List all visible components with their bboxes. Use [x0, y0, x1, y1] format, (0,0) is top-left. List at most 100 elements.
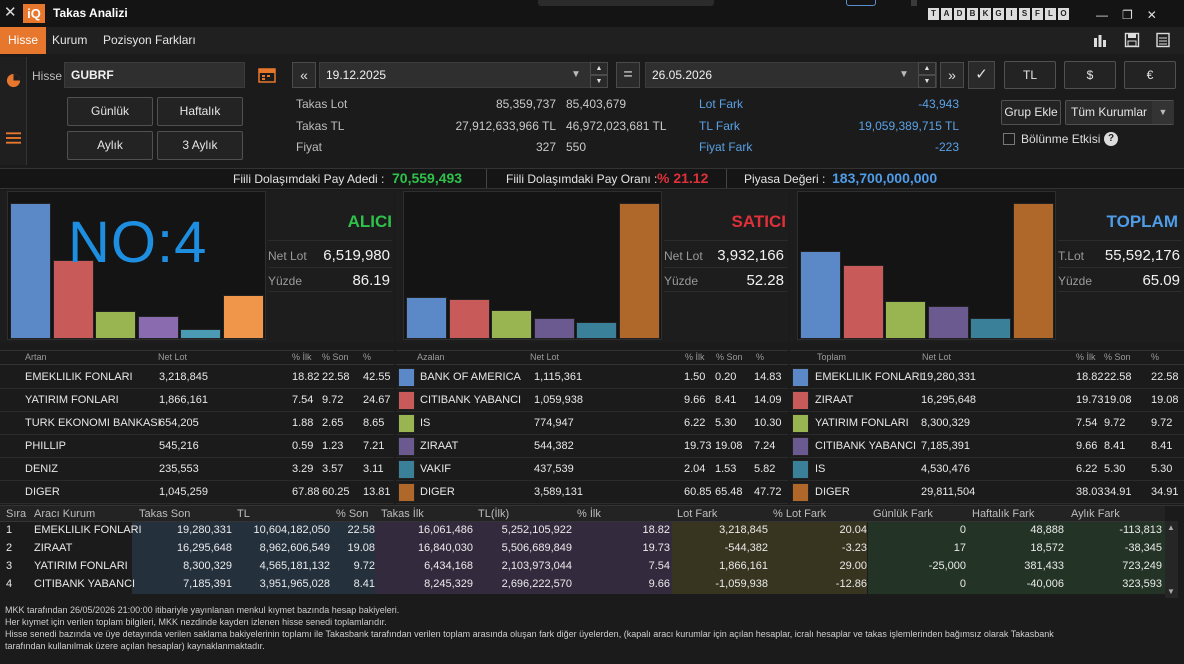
- letter-filter-l[interactable]: L: [1045, 8, 1056, 20]
- cell-value: 8,300,329: [921, 417, 970, 429]
- table-row[interactable]: YATIRIM FONLARI 8,300,329 7.54 9.72 9.72: [790, 412, 1184, 435]
- scroll-down-icon[interactable]: ▼: [1167, 587, 1175, 596]
- currency-usd-button[interactable]: $: [1064, 61, 1116, 89]
- column-header[interactable]: Takas Son: [139, 508, 191, 520]
- table-row[interactable]: YATIRIM FONLARI 1,866,161 7.54 9.72 24.67: [0, 389, 394, 412]
- table-row[interactable]: ZIRAAT 544,382 19.73 19.08 7.24: [396, 435, 788, 458]
- close-icon[interactable]: ✕: [4, 4, 17, 21]
- period-gunluk-button[interactable]: Günlük: [67, 97, 153, 126]
- grup-ekle-button[interactable]: Grup Ekle: [1001, 100, 1061, 125]
- table-row[interactable]: ZIRAAT 16,295,648 19.73 19.08 19.08: [790, 389, 1184, 412]
- calendar-icon[interactable]: [258, 66, 276, 83]
- table-row[interactable]: 2 ZIRAAT 16,295,648 8,962,606,549 19.08 16,84…: [0, 540, 1165, 558]
- cell-value: 7.54: [1076, 417, 1098, 429]
- date-to-down-icon[interactable]: ▼: [918, 75, 936, 88]
- cell-value: 1,866,161: [719, 560, 768, 572]
- scroll-up-icon[interactable]: ▲: [1167, 523, 1175, 532]
- hisse-input[interactable]: GUBRF: [64, 62, 245, 88]
- next-double-chevron-icon[interactable]: »: [940, 62, 964, 88]
- column-header[interactable]: % Lot Fark: [773, 508, 827, 520]
- column-header[interactable]: Sıra: [6, 508, 27, 520]
- letter-filter-i[interactable]: I: [1006, 8, 1017, 20]
- date-to-input[interactable]: 26.05.2026: [645, 62, 937, 88]
- table-row[interactable]: TURK EKONOMI BANKASI 654,205 1.88 2.65 8.65: [0, 412, 394, 435]
- column-header[interactable]: Lot Fark: [677, 508, 718, 520]
- date-from-input[interactable]: 19.12.2025: [319, 62, 608, 88]
- date-from-up-icon[interactable]: ▲: [590, 62, 608, 75]
- save-icon[interactable]: [1124, 32, 1140, 48]
- letter-filter-t[interactable]: T: [928, 8, 939, 20]
- table-row[interactable]: IS 774,947 6.22 5.30 10.30: [396, 412, 788, 435]
- table-row[interactable]: CITIBANK YABANCI 7,185,391 9.66 8.41 8.41: [790, 435, 1184, 458]
- table-row[interactable]: 4 CITIBANK YABANCI 7,185,391 3,951,965,028 8…: [0, 576, 1165, 594]
- date-from-dropdown-icon[interactable]: ▼: [571, 69, 581, 80]
- apply-check-icon[interactable]: ✓: [968, 61, 995, 89]
- column-header[interactable]: Aracı Kurum: [34, 508, 96, 520]
- table-row[interactable]: EMEKLILIK FONLARI 19,280,331 18.82 22.58 22.…: [790, 366, 1184, 389]
- equal-button[interactable]: =: [616, 62, 640, 88]
- letter-filter-o[interactable]: O: [1058, 8, 1069, 20]
- table-row[interactable]: PHILLIP 545,216 0.59 1.23 7.21: [0, 435, 394, 458]
- table-row[interactable]: EMEKLILIK FONLARI 3,218,845 18.82 22.58 42.5…: [0, 366, 394, 389]
- date-to-up-icon[interactable]: ▲: [918, 62, 936, 75]
- currency-tl-button[interactable]: TL: [1004, 61, 1056, 89]
- table-row[interactable]: VAKIF 437,539 2.04 1.53 5.82: [396, 458, 788, 481]
- date-to-dropdown-icon[interactable]: ▼: [899, 69, 909, 80]
- cell-value: 24.67: [363, 394, 391, 406]
- letter-filter-g[interactable]: G: [993, 8, 1004, 20]
- currency-eur-button[interactable]: €: [1124, 61, 1176, 89]
- table-row[interactable]: DIGER 3,589,131 60.85 65.48 47.72: [396, 481, 788, 504]
- letter-filter-b[interactable]: B: [967, 8, 978, 20]
- cell-value: 6.22: [684, 417, 706, 429]
- chart-view-icon[interactable]: [1092, 32, 1108, 48]
- cell-value: -544,382: [724, 542, 768, 554]
- cell-value: 1.53: [715, 463, 737, 475]
- period-haftalik-button[interactable]: Haftalık: [157, 97, 243, 126]
- letter-filter-k[interactable]: K: [980, 8, 991, 20]
- column-header[interactable]: Haftalık Fark: [972, 508, 1035, 520]
- hamburger-menu-icon[interactable]: [6, 131, 21, 145]
- maximize-icon[interactable]: ❐: [1122, 8, 1133, 22]
- broker-name: IS: [815, 463, 826, 475]
- menu-hisse[interactable]: Hisse: [0, 27, 47, 54]
- column-header[interactable]: TL(İlk): [478, 508, 510, 520]
- cell-value: 4,565,181,132: [259, 560, 330, 572]
- menu-bar: Hisse Kurum Pozisyon Farkları: [0, 27, 1184, 54]
- letter-filter-f[interactable]: F: [1032, 8, 1043, 20]
- table-row[interactable]: DIGER 1,045,259 67.88 60.25 13.81: [0, 481, 394, 504]
- bolunme-checkbox[interactable]: [1003, 133, 1015, 145]
- table-row[interactable]: BANK OF AMERICA 1,115,361 1.50 0.20 14.83: [396, 366, 788, 389]
- column-header[interactable]: % Son: [336, 508, 369, 520]
- table-row[interactable]: DIGER 29,811,504 38.03 34.91 34.91: [790, 481, 1184, 504]
- menu-kurum[interactable]: Kurum: [52, 33, 88, 47]
- menu-pozisyon-farklari[interactable]: Pozisyon Farkları: [103, 33, 196, 47]
- column-header[interactable]: % İlk: [577, 508, 601, 520]
- period-3-aylik-button[interactable]: 3 Aylık: [157, 131, 243, 160]
- column-header[interactable]: TL: [237, 508, 250, 520]
- cell-value: 2,103,973,044: [501, 560, 572, 572]
- column-header[interactable]: Günlük Fark: [873, 508, 933, 520]
- column-header[interactable]: Takas İlk: [381, 508, 424, 520]
- bar-diger: [1012, 203, 1054, 339]
- minimize-icon[interactable]: —: [1096, 8, 1108, 22]
- date-from-down-icon[interactable]: ▼: [590, 75, 608, 88]
- table-row[interactable]: CITIBANK YABANCI 1,059,938 9.66 8.41 14.09: [396, 389, 788, 412]
- excel-export-icon[interactable]: [1155, 32, 1171, 48]
- table-row[interactable]: 1 EMEKLILIK FONLARI 19,280,331 10,604,182,0…: [0, 522, 1165, 540]
- prev-double-chevron-icon[interactable]: «: [292, 62, 316, 88]
- bar-chart-satici: [403, 191, 662, 340]
- window-close-icon[interactable]: ✕: [1146, 8, 1157, 22]
- period-aylik-button[interactable]: Aylık: [67, 131, 153, 160]
- cell-value: 34.91: [1104, 486, 1132, 498]
- table-row[interactable]: IS 4,530,476 6.22 5.30 5.30: [790, 458, 1184, 481]
- letter-filter-d[interactable]: D: [954, 8, 965, 20]
- letter-filter-s[interactable]: S: [1019, 8, 1030, 20]
- table-row[interactable]: 3 YATIRIM FONLARI 8,300,329 4,565,181,132 9.…: [0, 558, 1165, 576]
- kurumlar-dropdown-icon[interactable]: ▼: [1152, 101, 1174, 124]
- help-icon[interactable]: ?: [1104, 132, 1118, 146]
- table-row[interactable]: DENIZ 235,553 3.29 3.57 3.11: [0, 458, 394, 481]
- column-header[interactable]: Aylık Fark: [1071, 508, 1120, 520]
- pie-chart-icon[interactable]: [6, 73, 21, 88]
- vertical-scrollbar[interactable]: ▲ ▼: [1165, 521, 1178, 598]
- letter-filter-a[interactable]: A: [941, 8, 952, 20]
